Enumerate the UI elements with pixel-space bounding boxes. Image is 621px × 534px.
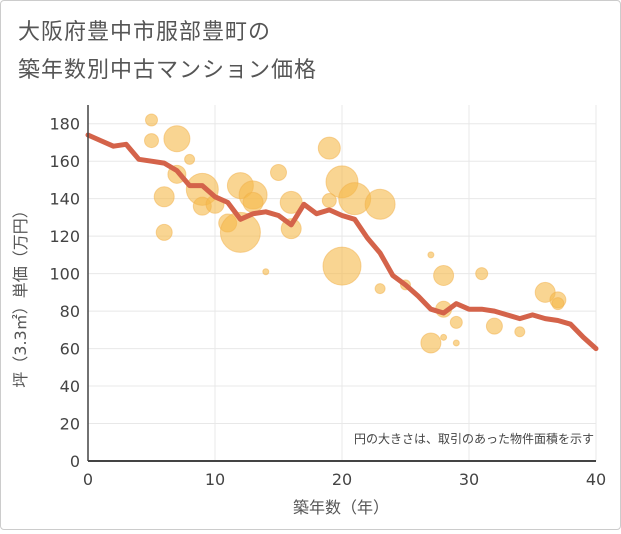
scatter-point [270, 163, 287, 181]
axes [87, 105, 596, 462]
scatter-point [144, 133, 159, 149]
scatter-point [163, 125, 191, 153]
scatter-point [485, 317, 503, 335]
scatter-point [449, 315, 463, 329]
x-tick-label: 10 [205, 470, 225, 489]
scatter-point [440, 333, 448, 341]
scatter-point [317, 136, 341, 160]
scatter-point [279, 190, 303, 214]
y-tick-label: 180 [49, 115, 80, 134]
scatter-point [219, 211, 261, 253]
scatter-point [427, 251, 435, 259]
scatter-point [155, 223, 173, 241]
scatter-point [514, 326, 526, 338]
tick-labels: 0 20 40 60 80 100 120 140 160 180 0 10 20 30 40 [49, 115, 606, 489]
scatter-point [322, 246, 362, 286]
y-tick-label: 40 [60, 377, 80, 396]
scatter-point [145, 113, 158, 127]
scatter-point [153, 186, 175, 208]
scatter-point [551, 297, 565, 311]
scatter-points [144, 113, 567, 354]
x-tick-label: 30 [459, 470, 479, 489]
trend-line [85, 132, 599, 352]
y-tick-label: 80 [60, 302, 80, 321]
chart-title-line-2: 築年数別中古マンション価格 [18, 58, 318, 83]
x-tick-label: 0 [83, 470, 93, 489]
x-tick-label: 40 [586, 470, 606, 489]
y-tick-label: 160 [49, 152, 80, 171]
chart-title-line-1: 大阪府豊中市服部豊町の [18, 20, 272, 45]
x-tick-label: 20 [332, 470, 352, 489]
scatter-point [262, 268, 270, 276]
scatter-point [374, 283, 386, 295]
scatter-point [452, 339, 460, 347]
y-axis-label: 坪（3.3㎡）単価（万円） [11, 202, 30, 387]
y-tick-label: 100 [49, 265, 80, 284]
scatter-point [242, 191, 264, 213]
x-axis-label: 築年数（年） [293, 498, 389, 517]
scatter-point [420, 332, 442, 354]
y-tick-label: 120 [49, 227, 80, 246]
y-tick-label: 0 [70, 452, 80, 471]
scatter-point [364, 188, 396, 220]
y-tick-label: 140 [49, 190, 80, 209]
bubble-size-note: 円の大きさは、取引のあった物件面積を示す [354, 431, 594, 446]
scatter-point [433, 265, 455, 287]
y-tick-label: 20 [60, 415, 80, 434]
scatter-point [475, 267, 489, 281]
y-tick-label: 60 [60, 340, 80, 359]
scatter-point [184, 153, 196, 165]
